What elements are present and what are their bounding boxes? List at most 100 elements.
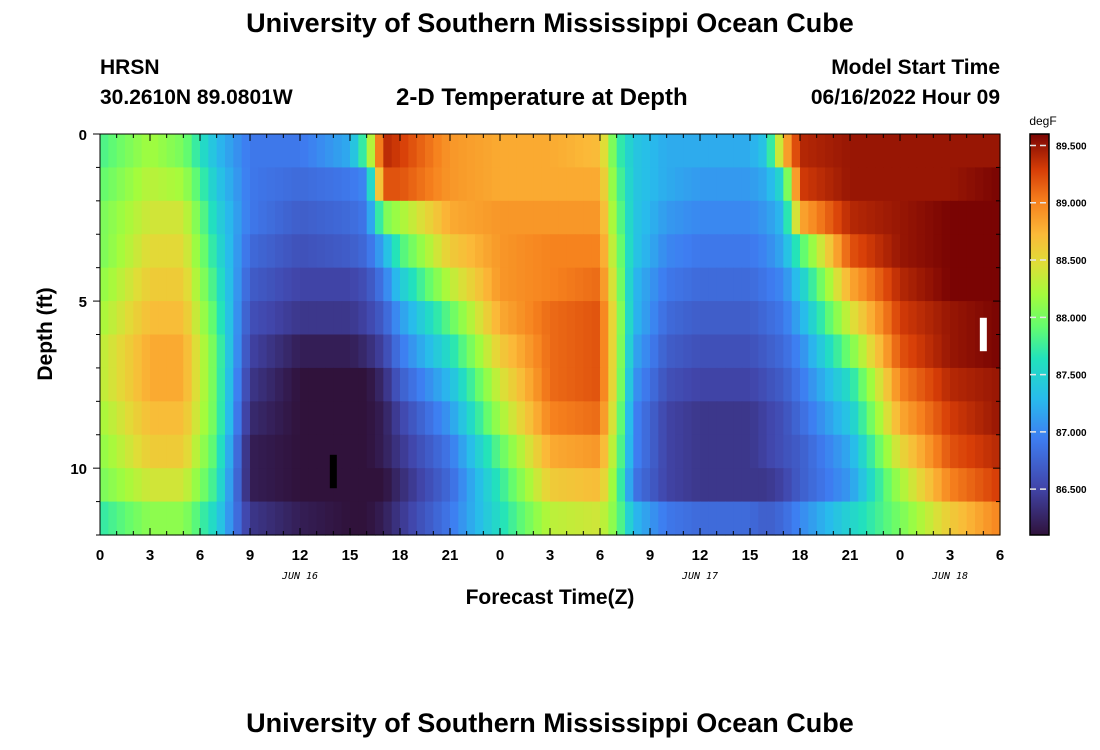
x-tick-label: 0 — [896, 547, 904, 564]
heatmap-cell — [591, 301, 601, 336]
heatmap-cell — [808, 200, 818, 235]
heatmap-cell — [100, 267, 109, 302]
heatmap-cell — [275, 267, 284, 302]
heatmap-cell — [225, 200, 234, 235]
heatmap-cell — [508, 401, 518, 436]
heatmap-cell — [891, 401, 901, 436]
heatmap-cell — [325, 267, 334, 302]
heatmap-cell — [775, 367, 784, 402]
heatmap-cell — [266, 334, 276, 369]
x-tick-label: 0 — [96, 547, 104, 564]
heatmap-cell — [150, 134, 159, 169]
heatmap-cell — [208, 234, 218, 269]
heatmap-cell — [633, 200, 643, 235]
heatmap-cell — [650, 501, 659, 536]
x-tick-label: 9 — [646, 547, 654, 564]
heatmap-cell — [183, 234, 193, 269]
heatmap-cell — [233, 334, 243, 369]
heatmap-cell — [883, 367, 893, 402]
heatmap-cell — [100, 234, 109, 269]
heatmap-cell — [108, 234, 118, 269]
heatmap-cell — [283, 434, 293, 469]
heatmap-cell — [908, 401, 918, 436]
heatmap-cell — [616, 434, 626, 469]
heatmap-cell — [533, 401, 543, 436]
heatmap-cell — [158, 501, 168, 536]
heatmap-cell — [983, 468, 993, 503]
heatmap-cell — [800, 234, 809, 269]
heatmap-cell — [783, 401, 793, 436]
heatmap-cell — [541, 468, 551, 503]
heatmap-cell — [958, 267, 968, 302]
heatmap-cell — [158, 301, 168, 336]
heatmap-cell — [550, 468, 559, 503]
heatmap-cell — [750, 401, 759, 436]
heatmap-cell — [708, 267, 718, 302]
heatmap-cell — [841, 301, 851, 336]
heatmap-cell — [191, 334, 201, 369]
heatmap-cell — [391, 234, 401, 269]
heatmap-cell — [391, 367, 401, 402]
heatmap-cell — [725, 501, 734, 536]
heatmap-cell — [383, 301, 393, 336]
heatmap-cell — [975, 167, 984, 202]
heatmap-cell — [341, 501, 351, 536]
heatmap-cell — [458, 367, 468, 402]
heatmap-cell — [725, 401, 734, 436]
heatmap-cell — [516, 167, 526, 202]
heatmap-cell — [141, 234, 151, 269]
heatmap-cell — [708, 334, 718, 369]
heatmap-cell — [475, 167, 484, 202]
heatmap-cell — [166, 200, 176, 235]
heatmap-cell — [691, 334, 701, 369]
heatmap-cell — [483, 167, 493, 202]
heatmap-cell — [641, 234, 651, 269]
heatmap-cell — [516, 367, 526, 402]
heatmap-cell — [500, 301, 509, 336]
heatmap-cell — [316, 367, 326, 402]
heatmap-cell — [791, 267, 801, 302]
heatmap-cell — [608, 167, 618, 202]
heatmap-cell — [758, 434, 768, 469]
heatmap-cell — [350, 234, 359, 269]
heatmap-cell — [866, 501, 876, 536]
heatmap-cell — [766, 301, 776, 336]
heatmap-cell — [250, 434, 259, 469]
heatmap-cell — [900, 134, 909, 169]
heatmap-cell — [966, 134, 976, 169]
heatmap-cell — [991, 401, 1001, 436]
heatmap-cell — [383, 501, 393, 536]
heatmap-cell — [883, 401, 893, 436]
heatmap-cell — [583, 167, 593, 202]
heatmap-cell — [525, 134, 534, 169]
heatmap-cell — [141, 267, 151, 302]
heatmap-cell — [716, 234, 726, 269]
heatmap-cell — [341, 267, 351, 302]
heatmap-cell — [950, 468, 959, 503]
heatmap-cell — [583, 334, 593, 369]
heatmap-cell — [241, 367, 251, 402]
heatmap-cell — [150, 334, 159, 369]
heatmap-cell — [633, 301, 643, 336]
heatmap-cell — [375, 200, 384, 235]
heatmap-cell — [375, 267, 384, 302]
heatmap-cell — [600, 334, 609, 369]
heatmap-cell — [225, 367, 234, 402]
heatmap-cell — [291, 401, 301, 436]
heatmap-cell — [708, 234, 718, 269]
heatmap-cell — [425, 301, 434, 336]
heatmap-cell — [475, 200, 484, 235]
heatmap-cell — [683, 468, 693, 503]
heatmap-cell — [225, 401, 234, 436]
model-start-value: 06/16/2022 Hour 09 — [810, 86, 1000, 109]
heatmap-cell — [491, 134, 501, 169]
heatmap-cell — [691, 167, 701, 202]
heatmap-cell — [416, 401, 426, 436]
heatmap-cell — [275, 468, 284, 503]
heatmap-cell — [550, 234, 559, 269]
heatmap-cell — [408, 334, 418, 369]
heatmap-cell — [225, 334, 234, 369]
heatmap-cell — [408, 234, 418, 269]
heatmap-cell — [708, 134, 718, 169]
heatmap-cell — [775, 501, 784, 536]
